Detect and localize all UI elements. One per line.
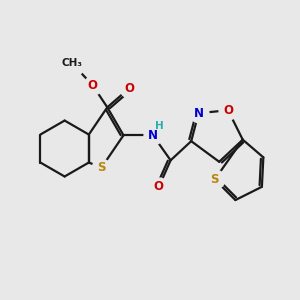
Text: N: N <box>194 107 204 120</box>
Text: S: S <box>211 173 219 186</box>
Text: H: H <box>155 121 164 131</box>
Text: O: O <box>223 104 233 117</box>
Text: CH₃: CH₃ <box>61 58 82 68</box>
Text: O: O <box>154 180 164 193</box>
Text: S: S <box>97 161 106 174</box>
Text: N: N <box>148 129 158 142</box>
Text: O: O <box>88 79 98 92</box>
Text: O: O <box>124 82 134 95</box>
